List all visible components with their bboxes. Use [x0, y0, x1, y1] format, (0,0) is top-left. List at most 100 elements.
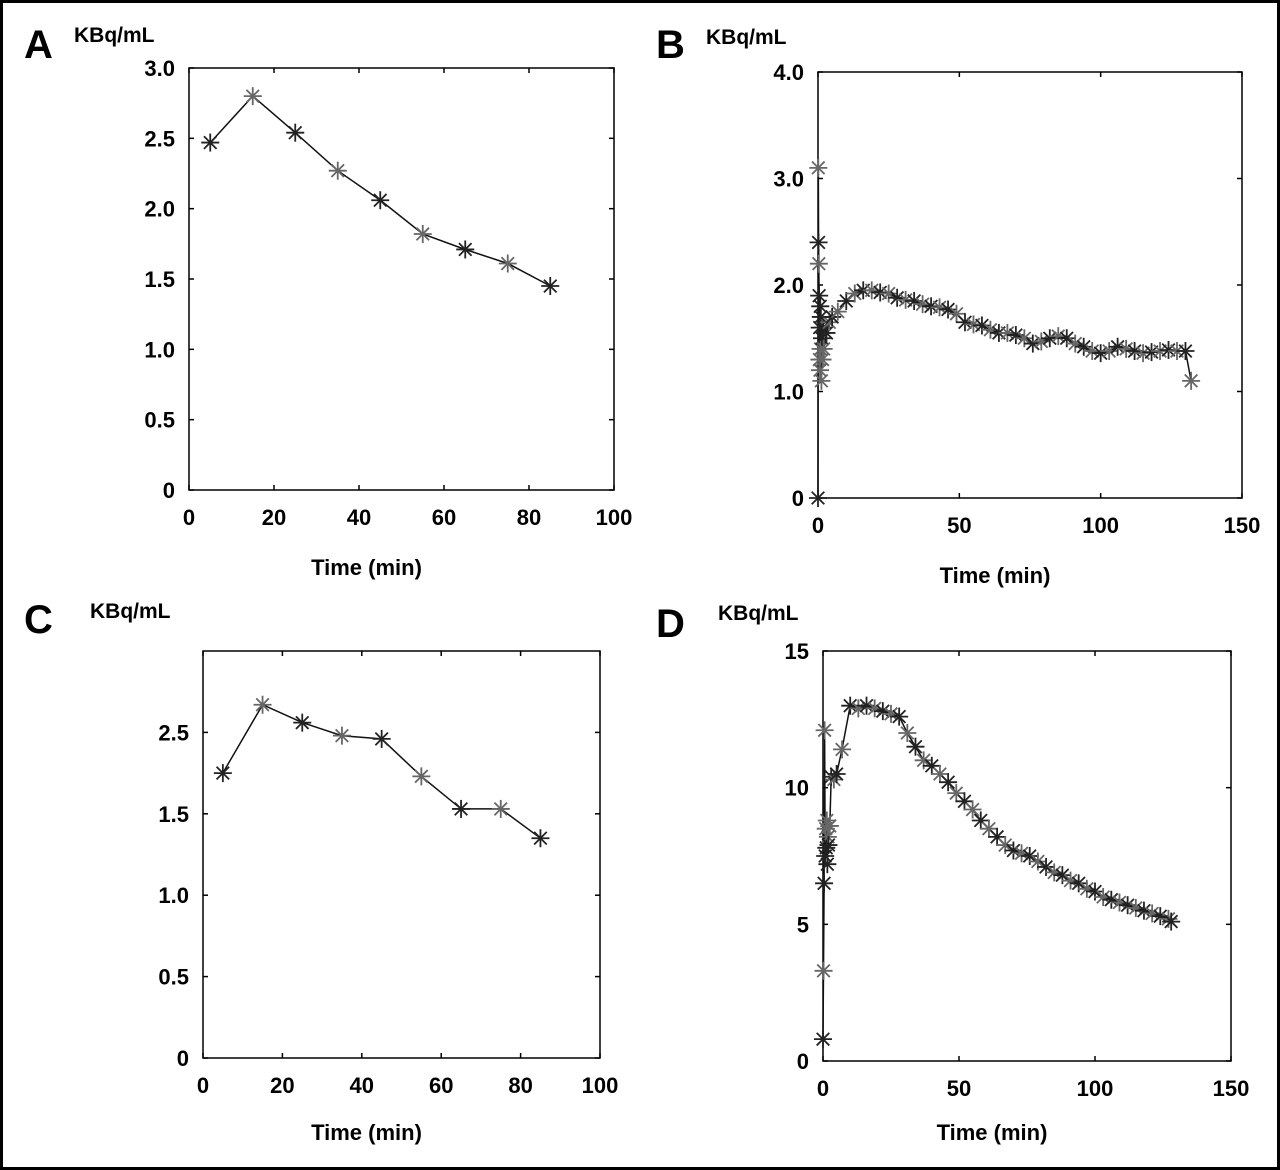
x-tick-label: 80: [508, 1073, 532, 1098]
data-point: [857, 696, 876, 715]
data-point: [947, 784, 966, 803]
data-point: [814, 961, 833, 980]
x-axis-label: Time (min): [937, 1120, 1048, 1145]
data-point: [809, 233, 828, 252]
data-point: [452, 799, 471, 818]
y-axis-label: KBq/mL: [74, 24, 155, 47]
y-tick-label: 15: [785, 639, 809, 664]
data-point: [1012, 844, 1031, 863]
plot-area: [817, 71, 1243, 499]
y-tick-label: 10: [785, 776, 809, 801]
x-tick-label: 100: [1077, 1076, 1114, 1101]
y-tick-label: 0.5: [158, 965, 189, 990]
data-point: [1162, 912, 1181, 931]
x-tick-label: 50: [947, 1076, 971, 1101]
x-axis-label: Time (min): [311, 1120, 422, 1145]
data-point: [818, 855, 837, 874]
x-tick-label: 50: [947, 513, 971, 538]
data-point: [814, 1030, 832, 1049]
data-point: [1125, 342, 1144, 361]
x-tick-label: 20: [270, 1073, 294, 1098]
data-point: [213, 764, 232, 783]
data-point: [810, 361, 829, 380]
y-tick-label: 0: [792, 486, 804, 511]
y-tick-label: 0: [797, 1049, 809, 1074]
panel-label: D: [656, 602, 685, 646]
data-point: [873, 702, 892, 721]
data-point: [906, 737, 925, 756]
data-point: [1086, 882, 1104, 901]
data-point: [1102, 890, 1121, 909]
x-tick-label: 20: [262, 505, 286, 530]
data-point: [833, 740, 852, 759]
x-tick-label: 0: [197, 1073, 209, 1098]
x-tick-label: 100: [582, 1073, 619, 1098]
series-line: [209, 95, 551, 287]
data-point: [371, 191, 390, 210]
data-point: [809, 254, 828, 273]
x-tick-label: 0: [812, 513, 824, 538]
data-point: [253, 695, 272, 714]
data-point: [531, 829, 550, 848]
y-tick-label: 1.0: [144, 337, 175, 362]
series-line: [222, 703, 541, 839]
data-point: [201, 133, 220, 152]
y-tick-label: 2.5: [144, 126, 175, 151]
panel-a: A KBq/mL 0 0.5 1.0 1.5 2.0 2.5 3.0 0 20 40 60 80 100 Ti…: [24, 23, 632, 580]
x-tick-label: 60: [432, 505, 456, 530]
data-point: [849, 699, 868, 718]
data-point: [828, 302, 847, 321]
y-tick-label: 2.0: [773, 273, 804, 298]
panel-label: C: [24, 598, 53, 642]
data-point: [930, 765, 949, 783]
data-point: [820, 816, 839, 835]
y-axis-label: KBq/mL: [706, 26, 787, 49]
y-tick-label: 1.0: [773, 380, 804, 405]
data-point: [372, 729, 391, 748]
panel-label: A: [24, 23, 53, 67]
data-point: [332, 726, 351, 745]
x-tick-label: 40: [347, 505, 371, 530]
x-tick-label: 150: [1224, 513, 1261, 538]
data-point: [972, 316, 991, 335]
plot-area: [202, 650, 601, 1059]
data-point: [827, 765, 846, 783]
x-tick-label: 80: [517, 505, 541, 530]
data-point: [963, 800, 982, 819]
data-point: [939, 773, 958, 792]
data-point: [905, 291, 924, 310]
y-tick-label: 2.0: [144, 197, 175, 222]
y-axis-label: KBq/mL: [90, 600, 171, 623]
data-point: [819, 836, 838, 855]
x-tick-label: 150: [1213, 1076, 1250, 1101]
data-point: [498, 254, 517, 273]
x-tick-label: 60: [429, 1073, 453, 1098]
y-tick-label: 3.0: [773, 167, 804, 192]
data-point: [809, 158, 828, 177]
data-point: [888, 288, 907, 307]
data-point: [286, 123, 305, 142]
data-point: [412, 767, 431, 786]
data-point: [243, 87, 262, 106]
x-tick-label: 0: [817, 1076, 829, 1101]
data-point: [541, 277, 560, 296]
data-point: [1023, 334, 1042, 353]
panel-label: B: [656, 23, 685, 67]
x-tick-label: 0: [183, 505, 195, 530]
data-point: [1176, 342, 1195, 361]
y-tick-label: 0.5: [144, 408, 175, 433]
x-tick-label: 100: [596, 505, 633, 530]
y-tick-label: 1.5: [144, 267, 175, 292]
data-point: [815, 721, 834, 740]
series-line: [822, 704, 1172, 1040]
data-point: [913, 295, 932, 314]
data-point: [1182, 371, 1201, 390]
panel-c: C KBq/mL 0 0.5 1.0 1.5 2.5 0 20 40 60 80 100 Time (mi…: [24, 598, 618, 1145]
data-point: [809, 489, 827, 507]
data-point: [817, 323, 836, 342]
data-point: [293, 713, 312, 732]
data-point: [841, 696, 860, 715]
